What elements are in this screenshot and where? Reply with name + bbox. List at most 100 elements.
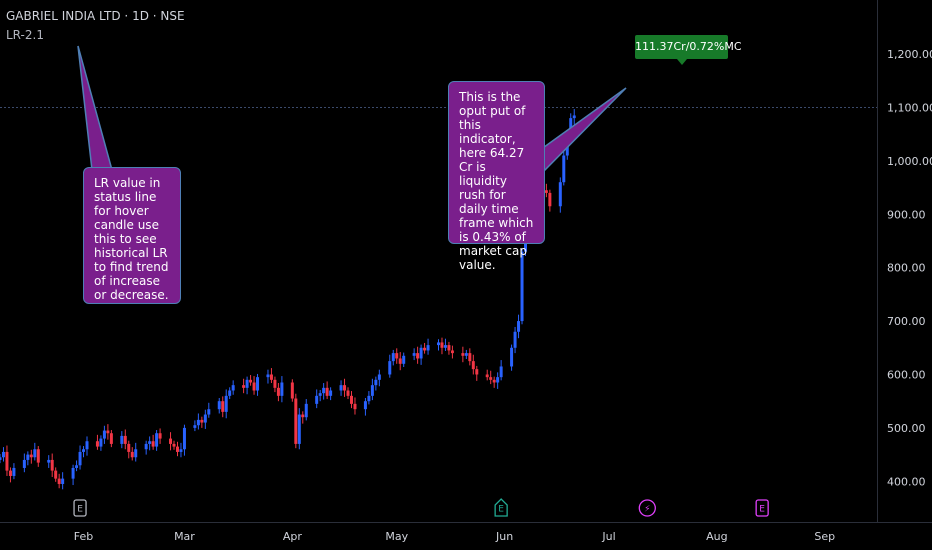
candle-body xyxy=(450,350,454,354)
candle-body xyxy=(447,345,451,351)
candle-body xyxy=(12,467,16,476)
price-axis[interactable]: 400.00 500.00 600.00 700.00 800.00 900.00 1,00… xyxy=(887,48,932,488)
candle-body xyxy=(256,377,260,391)
candle-body xyxy=(499,366,503,378)
candle-body xyxy=(224,395,228,412)
candle-body xyxy=(329,390,333,396)
candle-body xyxy=(402,355,406,364)
candle-body xyxy=(297,414,301,444)
x-tick-label: May xyxy=(385,530,408,543)
candle-body xyxy=(242,385,246,388)
annotation-note-left: LR value in status line for hover candle… xyxy=(83,167,181,304)
candle-body xyxy=(346,390,350,396)
candle-body xyxy=(370,385,374,396)
svg-text:E: E xyxy=(498,505,504,515)
candle-body xyxy=(95,441,99,447)
candle-body xyxy=(0,457,2,460)
candle-body xyxy=(120,435,124,444)
candle-body xyxy=(221,401,225,412)
candle-body xyxy=(461,353,465,356)
candle-body xyxy=(207,409,211,415)
candle-body xyxy=(249,379,253,383)
x-tick-label: Sep xyxy=(814,530,835,543)
candle-body xyxy=(544,190,548,193)
candle-body xyxy=(228,390,232,396)
candle-body xyxy=(489,377,493,380)
candle-body xyxy=(510,347,514,367)
candle-body xyxy=(148,441,152,444)
candle-body xyxy=(179,449,183,452)
candle-body xyxy=(175,446,179,452)
y-tick-label: 400.00 xyxy=(887,475,926,488)
candle-body xyxy=(203,414,207,423)
candle-body xyxy=(412,353,416,356)
y-tick-label: 1,100.00 xyxy=(887,101,932,114)
right-note-pointer xyxy=(539,87,627,177)
candle-body xyxy=(569,118,573,135)
candle-body xyxy=(75,465,79,468)
candle-body xyxy=(471,361,475,370)
svg-text:⚡: ⚡ xyxy=(644,505,650,515)
candle-body xyxy=(130,451,134,458)
candle-body xyxy=(276,387,280,396)
candle-body xyxy=(440,342,444,348)
candle-body xyxy=(558,182,562,207)
left-note-pointer xyxy=(77,45,113,171)
lr-badge-pointer xyxy=(677,59,687,65)
candle-body xyxy=(33,449,37,458)
symbol-title[interactable]: GABRIEL INDIA LTD · 1D · NSE xyxy=(6,9,185,23)
candle-body xyxy=(61,478,65,484)
candle-body xyxy=(169,438,173,444)
candle-body xyxy=(363,401,367,410)
candle-body xyxy=(301,414,305,418)
candle-body xyxy=(290,382,294,399)
candle-body xyxy=(464,353,468,356)
dividend-icon[interactable]: E xyxy=(494,498,508,517)
candle-body xyxy=(182,427,186,450)
candle-body xyxy=(155,433,159,447)
candle-body xyxy=(1,451,5,458)
candle-body xyxy=(395,353,399,359)
candle-body xyxy=(47,459,51,463)
earnings-icon[interactable]: E xyxy=(755,499,769,517)
candle-body xyxy=(151,441,155,447)
svg-text:E: E xyxy=(77,505,83,515)
candle-body xyxy=(318,393,322,396)
candle-body xyxy=(273,379,277,388)
candle-body xyxy=(245,379,249,388)
candle-body xyxy=(200,419,204,423)
y-tick-label: 500.00 xyxy=(887,422,926,435)
annotation-note-right: This is the oput put of this indicator, … xyxy=(448,81,545,272)
candle-body xyxy=(102,430,106,439)
y-tick-label: 1,200.00 xyxy=(887,48,932,61)
indicator-label[interactable]: LR-2.1 xyxy=(6,28,44,42)
candle-body xyxy=(123,435,127,444)
candle-body xyxy=(193,425,197,428)
candle-body xyxy=(343,385,347,391)
x-tick-label: Jul xyxy=(601,530,615,543)
candle-body xyxy=(437,342,440,346)
candle-body xyxy=(252,382,256,391)
time-axis[interactable]: Feb Mar Apr May Jun Jul Aug Sep xyxy=(74,530,835,543)
candle-body xyxy=(231,385,235,391)
candle-body xyxy=(353,403,357,410)
candle-body xyxy=(377,374,381,380)
candle-body xyxy=(36,449,40,463)
candle-body xyxy=(468,353,472,362)
candle-body xyxy=(492,379,496,383)
x-tick-label: Mar xyxy=(174,530,195,543)
x-tick-label: Apr xyxy=(283,530,303,543)
split-icon[interactable]: ⚡ xyxy=(638,499,656,517)
candle-body xyxy=(423,347,427,351)
candle-body xyxy=(57,478,61,484)
candle-body xyxy=(106,430,110,434)
y-tick-label: 800.00 xyxy=(887,262,926,275)
candle-body xyxy=(475,369,479,375)
y-tick-label: 900.00 xyxy=(887,208,926,221)
candle-body xyxy=(54,470,58,479)
candle-body xyxy=(78,451,82,466)
y-tick-label: 1,000.00 xyxy=(887,155,932,168)
earnings-icon[interactable]: E xyxy=(73,499,87,517)
candle-body xyxy=(325,387,329,396)
y-tick-label: 600.00 xyxy=(887,368,926,381)
